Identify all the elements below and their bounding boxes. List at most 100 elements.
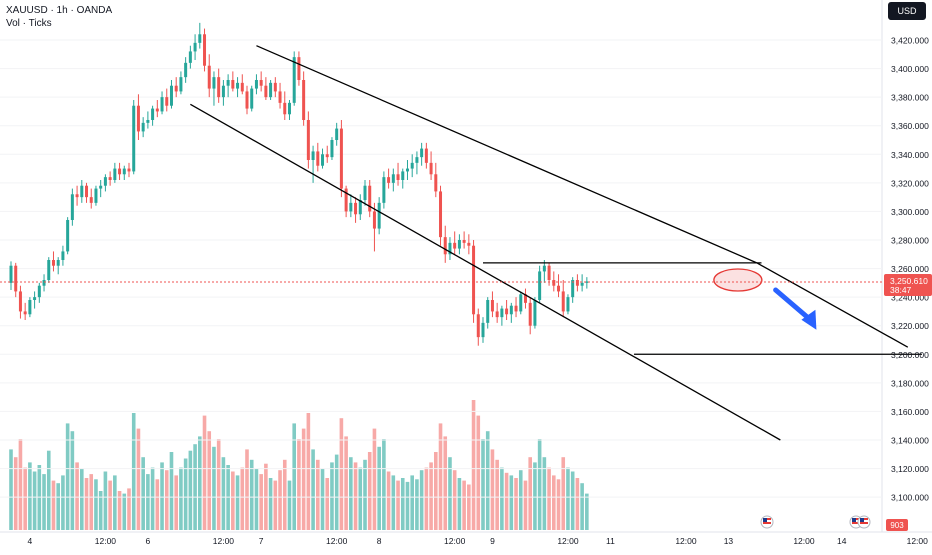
us-flag-icon-stripe	[763, 522, 771, 524]
y-tick-label: 3,320.000	[891, 178, 929, 188]
volume-bar	[292, 423, 296, 530]
volume-bar	[330, 462, 334, 530]
price-axis[interactable]: 3,420.000 3,400.000 3,380.000 3,360.000 3,34…	[891, 36, 929, 503]
candle-body	[306, 120, 310, 160]
candle-body	[231, 80, 235, 89]
y-tick-label: 3,120.000	[891, 464, 929, 474]
symbol-title[interactable]: XAUUSD · 1h · OANDA	[6, 5, 113, 16]
candle-body	[99, 185, 103, 189]
volume-bar	[495, 459, 499, 530]
us-flag-icon	[760, 515, 774, 529]
volume-indicator-label[interactable]: Vol · Ticks	[6, 18, 52, 29]
candle-body	[387, 177, 391, 183]
volume-bar	[396, 480, 400, 530]
candle-body	[226, 80, 230, 86]
volume-bar	[268, 478, 273, 530]
volume-bar	[249, 459, 254, 530]
y-tick-label: 3,420.000	[891, 36, 929, 46]
candle-body	[264, 85, 268, 98]
volume-bar	[198, 436, 202, 530]
candle-body	[434, 174, 438, 192]
candle-body	[103, 177, 107, 186]
volume-bar	[462, 480, 466, 530]
volume-bar	[500, 467, 504, 530]
candle-body	[207, 65, 211, 89]
x-tick-label: 12:00	[793, 536, 815, 546]
volume-bar	[415, 479, 419, 530]
volume-bar	[282, 459, 287, 530]
us-flag-icon	[857, 515, 871, 529]
currency-button[interactable]: USD	[888, 2, 926, 20]
volume-bar	[174, 475, 178, 530]
volume-bar	[547, 467, 551, 530]
volume-bar	[301, 428, 306, 530]
highlight-ellipse	[713, 268, 763, 292]
candle-body	[23, 311, 27, 315]
volume-bar	[485, 431, 490, 530]
volume-bar	[556, 479, 561, 530]
x-tick-label: 6	[146, 536, 151, 546]
volume-bar	[61, 475, 65, 530]
volume-bar	[9, 449, 13, 530]
time-axis[interactable]: 00412:00612:00712:00812:00912:001112:001…	[0, 536, 932, 546]
candle-body	[363, 185, 367, 200]
chart-header: XAUUSD · 1h · OANDA Vol · Ticks	[6, 4, 112, 30]
volume-bar	[89, 474, 94, 530]
volume-bar	[240, 467, 245, 530]
candle-body	[89, 197, 93, 203]
x-tick-label: 7	[259, 536, 264, 546]
event-flags[interactable]: 903	[760, 515, 908, 531]
channel-upper	[256, 45, 758, 264]
volume-bar	[448, 457, 452, 530]
volume-bar	[363, 459, 367, 530]
volume-bar	[287, 480, 292, 530]
volume-bar	[561, 457, 566, 530]
volume-bar	[46, 450, 51, 530]
x-tick-label: 12:00	[444, 536, 466, 546]
candle-body	[169, 85, 173, 106]
candle-body	[335, 128, 339, 140]
candle-body	[287, 102, 291, 115]
projection-arrow-shaft	[773, 287, 813, 323]
volume-bar	[533, 462, 537, 530]
volume-bar	[297, 439, 301, 530]
candle-body	[122, 168, 126, 175]
candle-body	[561, 291, 565, 312]
volume-bar	[476, 415, 481, 530]
candle-body	[141, 122, 145, 132]
candle-body	[580, 282, 584, 286]
candle-body	[457, 240, 461, 249]
candle-body	[240, 82, 244, 92]
y-tick-label: 3,100.000	[891, 493, 929, 503]
candle-body	[490, 300, 494, 312]
candle-body	[37, 285, 41, 298]
candle-body	[547, 265, 551, 280]
volume-bar	[585, 493, 589, 530]
volume-bar	[231, 471, 235, 530]
volume-bars	[9, 400, 589, 530]
volume-bar	[306, 413, 311, 530]
candle-body	[42, 280, 46, 286]
volume-bar	[457, 478, 462, 530]
volume-bar	[509, 475, 514, 530]
candle-body	[165, 97, 169, 106]
candle-body	[70, 194, 74, 220]
candle-body	[448, 242, 452, 255]
candle-body	[439, 191, 443, 238]
x-tick-label: 12:00	[675, 536, 697, 546]
candle-body	[401, 171, 405, 180]
volume-bar	[94, 479, 98, 530]
volume-bar	[183, 458, 188, 530]
y-tick-label: 3,380.000	[891, 93, 929, 103]
candle-body	[47, 260, 51, 280]
volume-bar	[514, 478, 518, 530]
candle-body	[113, 168, 117, 180]
volume-bar	[117, 491, 122, 530]
volume-bar	[367, 452, 372, 530]
candle-body	[302, 80, 306, 120]
candle-body	[396, 174, 400, 180]
volume-bar	[51, 480, 56, 530]
